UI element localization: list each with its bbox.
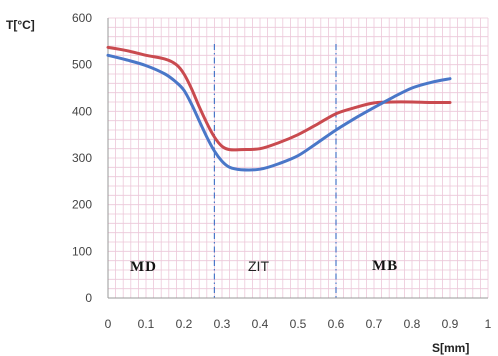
x-axis-label: S[mm] [432, 341, 469, 355]
axes [107, 18, 488, 299]
x-tick-label: 0.3 [214, 317, 231, 331]
x-tick-label: 0.4 [252, 317, 269, 331]
y-tick-label: 600 [72, 11, 92, 25]
series-line-red [106, 45, 452, 152]
x-tick-label: 0.2 [176, 317, 193, 331]
x-tick-label: 0.1 [138, 317, 155, 331]
region-label-zit: ZIT [248, 258, 269, 274]
region-label-mb: MB [372, 258, 398, 274]
y-tick-label: 100 [72, 244, 92, 258]
y-tick-label: 300 [72, 151, 92, 165]
series-line-blue [106, 53, 452, 172]
x-tick-label: 0.9 [442, 317, 459, 331]
y-tick-label: 0 [85, 291, 92, 305]
x-tick-label: 0.7 [366, 317, 383, 331]
x-tick-label: 0.6 [328, 317, 345, 331]
zone-dividers [213, 44, 337, 298]
x-tick-label: 1 [485, 317, 492, 331]
y-tick-label: 500 [72, 58, 92, 72]
x-tick-label: 0.8 [404, 317, 421, 331]
y-tick-label: 400 [72, 104, 92, 118]
tick-labels: 0 100 200 300 400 500 600 0 0.1 0.2 0.3 0.4 0.5 0.6 0.… [72, 11, 492, 331]
x-tick-label: 0.5 [290, 317, 307, 331]
y-tick-label: 200 [72, 198, 92, 212]
region-label-md: MD [130, 259, 157, 275]
y-axis-label: T[°C] [6, 18, 35, 32]
x-tick-label: 0 [105, 317, 112, 331]
series-lines [106, 45, 452, 172]
